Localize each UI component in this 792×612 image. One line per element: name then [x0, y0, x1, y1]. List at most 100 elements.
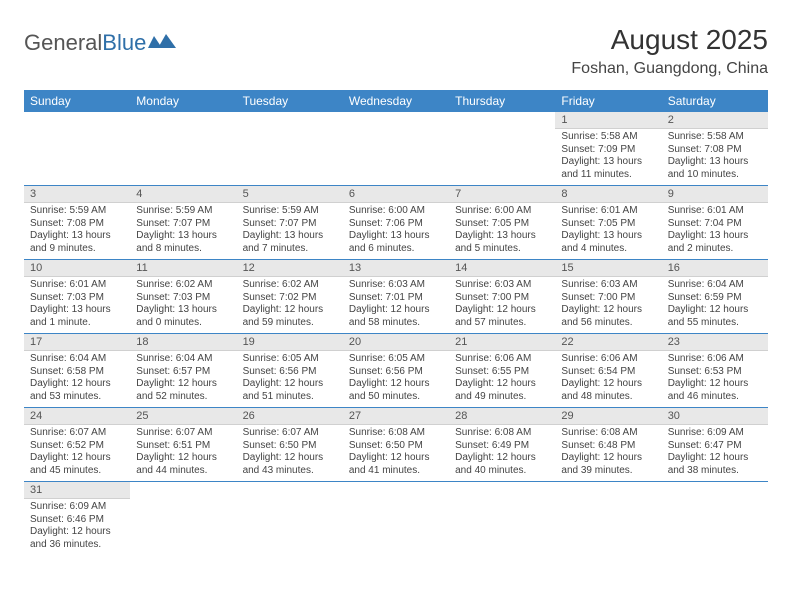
sunset-text: Sunset: 7:00 PM: [561, 292, 655, 305]
sunset-text: Sunset: 6:53 PM: [668, 366, 762, 379]
day-body: Sunrise: 6:06 AMSunset: 6:53 PMDaylight:…: [662, 351, 768, 407]
day-body: [555, 486, 661, 534]
daylight-text: Daylight: 12 hours and 39 minutes.: [561, 452, 655, 477]
day-number: 7: [449, 186, 555, 203]
daylight-text: Daylight: 13 hours and 6 minutes.: [349, 230, 443, 255]
location: Foshan, Guangdong, China: [571, 60, 768, 78]
day-body: Sunrise: 6:03 AMSunset: 7:00 PMDaylight:…: [449, 277, 555, 333]
sunrise-text: Sunrise: 6:03 AM: [349, 279, 443, 292]
daylight-text: Daylight: 12 hours and 58 minutes.: [349, 304, 443, 329]
day-body: Sunrise: 6:06 AMSunset: 6:55 PMDaylight:…: [449, 351, 555, 407]
sunrise-text: Sunrise: 6:04 AM: [136, 353, 230, 366]
weekday-header: Thursday: [449, 90, 555, 112]
calendar-day-cell: [130, 112, 236, 186]
day-body: Sunrise: 6:05 AMSunset: 6:56 PMDaylight:…: [343, 351, 449, 407]
logo-flag-icon: [148, 34, 176, 52]
day-body: Sunrise: 6:04 AMSunset: 6:59 PMDaylight:…: [662, 277, 768, 333]
day-body: Sunrise: 6:05 AMSunset: 6:56 PMDaylight:…: [237, 351, 343, 407]
day-number: 3: [24, 186, 130, 203]
day-body: [662, 486, 768, 534]
daylight-text: Daylight: 13 hours and 7 minutes.: [243, 230, 337, 255]
sunrise-text: Sunrise: 6:00 AM: [455, 205, 549, 218]
day-number: 22: [555, 334, 661, 351]
calendar-day-cell: 25Sunrise: 6:07 AMSunset: 6:51 PMDayligh…: [130, 408, 236, 482]
daylight-text: Daylight: 12 hours and 40 minutes.: [455, 452, 549, 477]
daylight-text: Daylight: 13 hours and 11 minutes.: [561, 156, 655, 181]
sunset-text: Sunset: 6:55 PM: [455, 366, 549, 379]
sunset-text: Sunset: 6:56 PM: [243, 366, 337, 379]
day-body: [130, 116, 236, 164]
sunrise-text: Sunrise: 6:08 AM: [349, 427, 443, 440]
sunrise-text: Sunrise: 6:07 AM: [243, 427, 337, 440]
title-block: August 2025 Foshan, Guangdong, China: [571, 24, 768, 78]
daylight-text: Daylight: 12 hours and 46 minutes.: [668, 378, 762, 403]
calendar-day-cell: [237, 482, 343, 556]
sunset-text: Sunset: 7:08 PM: [30, 218, 124, 231]
calendar-day-cell: 10Sunrise: 6:01 AMSunset: 7:03 PMDayligh…: [24, 260, 130, 334]
day-number: 10: [24, 260, 130, 277]
daylight-text: Daylight: 13 hours and 10 minutes.: [668, 156, 762, 181]
sunrise-text: Sunrise: 6:01 AM: [668, 205, 762, 218]
sunset-text: Sunset: 7:05 PM: [455, 218, 549, 231]
logo: GeneralBlue: [24, 24, 176, 56]
day-number: 24: [24, 408, 130, 425]
sunrise-text: Sunrise: 6:03 AM: [561, 279, 655, 292]
day-body: Sunrise: 5:59 AMSunset: 7:07 PMDaylight:…: [130, 203, 236, 259]
day-number: 27: [343, 408, 449, 425]
calendar-table: Sunday Monday Tuesday Wednesday Thursday…: [24, 90, 768, 555]
daylight-text: Daylight: 13 hours and 5 minutes.: [455, 230, 549, 255]
sunset-text: Sunset: 7:07 PM: [136, 218, 230, 231]
calendar-day-cell: 20Sunrise: 6:05 AMSunset: 6:56 PMDayligh…: [343, 334, 449, 408]
calendar-day-cell: 1Sunrise: 5:58 AMSunset: 7:09 PMDaylight…: [555, 112, 661, 186]
sunset-text: Sunset: 7:03 PM: [136, 292, 230, 305]
day-number: 12: [237, 260, 343, 277]
header: GeneralBlue August 2025 Foshan, Guangdon…: [24, 24, 768, 78]
day-number: 28: [449, 408, 555, 425]
sunset-text: Sunset: 7:02 PM: [243, 292, 337, 305]
logo-text-a: General: [24, 30, 102, 56]
sunset-text: Sunset: 7:08 PM: [668, 144, 762, 157]
daylight-text: Daylight: 13 hours and 2 minutes.: [668, 230, 762, 255]
day-body: [343, 486, 449, 534]
calendar-day-cell: [555, 482, 661, 556]
day-body: Sunrise: 6:01 AMSunset: 7:05 PMDaylight:…: [555, 203, 661, 259]
weekday-header: Friday: [555, 90, 661, 112]
sunrise-text: Sunrise: 5:59 AM: [243, 205, 337, 218]
sunset-text: Sunset: 6:50 PM: [243, 440, 337, 453]
day-body: Sunrise: 6:06 AMSunset: 6:54 PMDaylight:…: [555, 351, 661, 407]
day-number: 4: [130, 186, 236, 203]
calendar-day-cell: 7 Sunrise: 6:00 AMSunset: 7:05 PMDaylight…: [449, 186, 555, 260]
logo-text-b: Blue: [102, 30, 146, 56]
day-number: 6: [343, 186, 449, 203]
day-number: 9: [662, 186, 768, 203]
day-body: [449, 486, 555, 534]
day-body: [130, 486, 236, 534]
calendar-day-cell: 13Sunrise: 6:03 AMSunset: 7:01 PMDayligh…: [343, 260, 449, 334]
day-number: 11: [130, 260, 236, 277]
calendar-day-cell: 31Sunrise: 6:09 AMSunset: 6:46 PMDayligh…: [24, 482, 130, 556]
sunset-text: Sunset: 7:03 PM: [30, 292, 124, 305]
day-body: Sunrise: 6:09 AMSunset: 6:47 PMDaylight:…: [662, 425, 768, 481]
sunrise-text: Sunrise: 6:09 AM: [30, 501, 124, 514]
calendar-day-cell: 3Sunrise: 5:59 AMSunset: 7:08 PMDaylight…: [24, 186, 130, 260]
day-number: 16: [662, 260, 768, 277]
day-body: Sunrise: 6:04 AMSunset: 6:57 PMDaylight:…: [130, 351, 236, 407]
weekday-header: Sunday: [24, 90, 130, 112]
sunset-text: Sunset: 7:06 PM: [349, 218, 443, 231]
daylight-text: Daylight: 12 hours and 52 minutes.: [136, 378, 230, 403]
day-number: 26: [237, 408, 343, 425]
sunset-text: Sunset: 6:52 PM: [30, 440, 124, 453]
weekday-header: Monday: [130, 90, 236, 112]
calendar-day-cell: 19Sunrise: 6:05 AMSunset: 6:56 PMDayligh…: [237, 334, 343, 408]
sunrise-text: Sunrise: 6:01 AM: [561, 205, 655, 218]
day-body: Sunrise: 6:09 AMSunset: 6:46 PMDaylight:…: [24, 499, 130, 555]
calendar-day-cell: [343, 482, 449, 556]
sunrise-text: Sunrise: 6:05 AM: [243, 353, 337, 366]
day-body: Sunrise: 5:59 AMSunset: 7:08 PMDaylight:…: [24, 203, 130, 259]
day-body: Sunrise: 6:00 AMSunset: 7:06 PMDaylight:…: [343, 203, 449, 259]
day-body: Sunrise: 6:03 AMSunset: 7:00 PMDaylight:…: [555, 277, 661, 333]
calendar-day-cell: 29Sunrise: 6:08 AMSunset: 6:48 PMDayligh…: [555, 408, 661, 482]
sunset-text: Sunset: 6:46 PM: [30, 514, 124, 527]
day-number: 25: [130, 408, 236, 425]
day-body: Sunrise: 6:08 AMSunset: 6:50 PMDaylight:…: [343, 425, 449, 481]
